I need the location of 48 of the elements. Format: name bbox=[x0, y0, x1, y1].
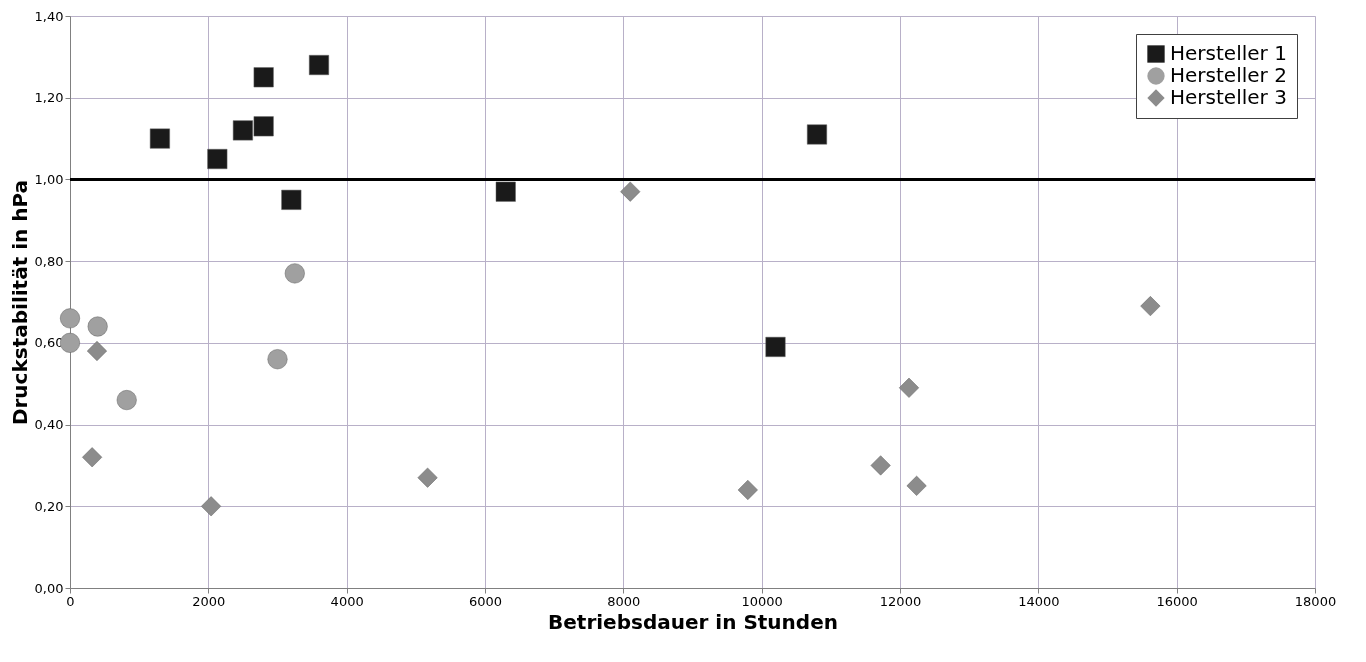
point bbox=[807, 124, 827, 145]
y-tick-label: 0,40 bbox=[34, 417, 64, 433]
point bbox=[60, 332, 80, 353]
y-tick-label: 1,40 bbox=[34, 8, 64, 24]
point bbox=[870, 455, 891, 476]
y-axis-title: Druckstabilität in hPa bbox=[7, 179, 32, 426]
y-tick-label: 1,20 bbox=[34, 90, 64, 106]
x-tick-label: 16000 bbox=[1156, 593, 1198, 609]
point bbox=[417, 467, 438, 488]
point bbox=[495, 181, 516, 202]
point bbox=[765, 336, 786, 357]
point bbox=[253, 116, 274, 137]
point bbox=[149, 128, 170, 149]
y-tick-label: 0,20 bbox=[34, 498, 64, 514]
x-tick-label: 8000 bbox=[607, 593, 641, 609]
legend-label: Hersteller 2 bbox=[1170, 63, 1287, 87]
x-tick-label: 4000 bbox=[330, 593, 364, 609]
point bbox=[201, 496, 222, 517]
legend-label: Hersteller 1 bbox=[1170, 41, 1287, 65]
point bbox=[60, 308, 80, 329]
x-tick-label: 6000 bbox=[468, 593, 503, 609]
x-axis-title: Betriebsdauer in Stunden bbox=[548, 609, 838, 634]
point bbox=[284, 263, 305, 284]
point bbox=[207, 149, 228, 169]
point bbox=[232, 120, 253, 141]
point bbox=[309, 55, 329, 76]
y-tick-label: 1,00 bbox=[34, 171, 64, 187]
y-tick-label: 0,00 bbox=[34, 580, 64, 596]
x-tick-label: 0 bbox=[66, 593, 75, 609]
point bbox=[281, 189, 302, 210]
x-tick-label: 14000 bbox=[1018, 593, 1060, 609]
x-tick-label: 2000 bbox=[192, 593, 226, 609]
x-tick-label: 18000 bbox=[1294, 593, 1337, 609]
point bbox=[1140, 296, 1161, 317]
x-tick-label: 10000 bbox=[741, 593, 783, 609]
point bbox=[86, 341, 107, 362]
y-tick-label: 0,80 bbox=[34, 253, 64, 269]
legend-label: Hersteller 3 bbox=[1170, 85, 1287, 109]
point bbox=[267, 349, 288, 370]
point bbox=[116, 390, 137, 411]
point bbox=[898, 377, 919, 398]
point bbox=[82, 447, 103, 468]
x-tick-label: 12000 bbox=[879, 593, 922, 609]
point bbox=[737, 479, 758, 500]
point bbox=[253, 67, 274, 88]
point bbox=[87, 316, 108, 337]
point bbox=[906, 475, 927, 496]
point bbox=[620, 181, 641, 202]
